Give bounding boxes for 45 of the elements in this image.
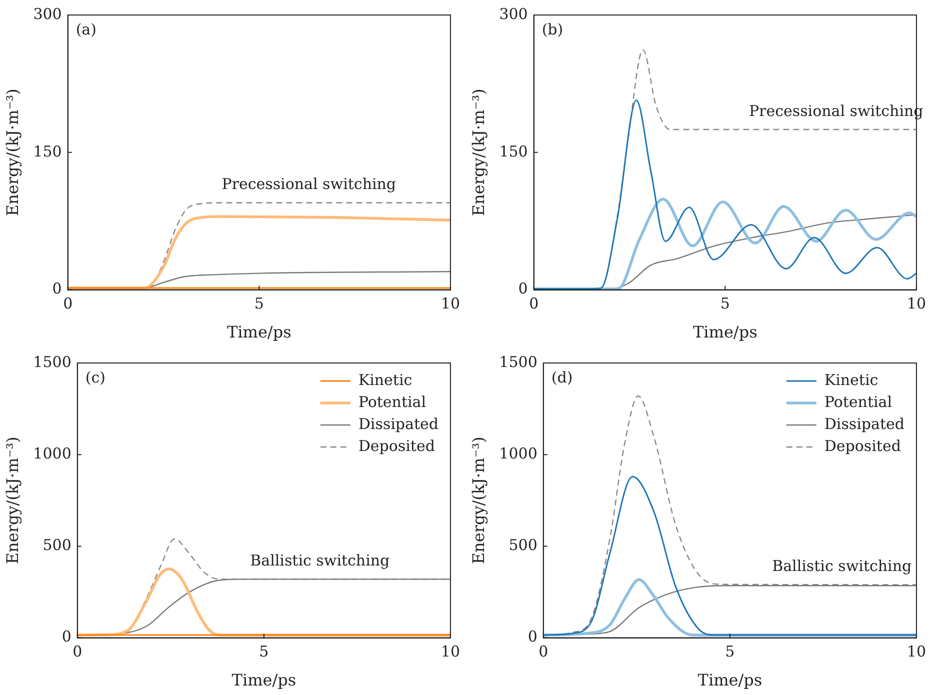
y-tick-label: 500 — [508, 536, 538, 554]
annotation: (d) — [551, 368, 573, 386]
legend-label: Deposited — [824, 436, 902, 454]
y-tick-label: 150 — [33, 142, 62, 160]
x-tick-label: 10 — [906, 294, 926, 313]
legend-label: Kinetic — [824, 370, 878, 388]
x-tick-label: 10 — [440, 642, 460, 660]
y-tick-label: 1000 — [33, 444, 72, 462]
x-axis-title: Time/ps — [227, 322, 292, 342]
y-tick-label: 0 — [528, 627, 538, 646]
legend-label: Potential — [824, 392, 892, 410]
y-axis-title: Energy/(kJ·m⁻³) — [468, 88, 488, 216]
legend-label: Deposited — [358, 436, 436, 454]
legend-label: Dissipated — [824, 414, 905, 432]
y-tick-label: 1000 — [499, 444, 538, 462]
y-tick-label: 0 — [518, 280, 528, 298]
x-axis-title: Time/ps — [232, 670, 296, 690]
annotation: Precessional switching — [222, 175, 396, 194]
x-tick-label: 5 — [254, 294, 264, 313]
x-tick-label: 5 — [259, 642, 269, 660]
x-axis-title: Time/ps — [693, 322, 758, 342]
annotation: (c) — [85, 368, 106, 386]
y-tick-label: 0 — [52, 280, 62, 298]
annotation: Ballistic switching — [250, 551, 390, 570]
x-tick-label: 10 — [440, 294, 460, 313]
y-tick-label: 300 — [499, 4, 528, 23]
x-tick-label: 10 — [906, 642, 926, 660]
annotation: Ballistic switching — [772, 556, 912, 575]
y-axis-title: Energy/(kJ·m⁻³) — [2, 436, 22, 564]
annotation: (b) — [542, 20, 564, 38]
x-tick-label: 5 — [725, 642, 735, 660]
legend-label: Kinetic — [358, 370, 412, 388]
y-tick-label: 0 — [62, 627, 72, 646]
x-tick-label: 5 — [720, 294, 730, 313]
y-tick-label: 150 — [499, 142, 528, 160]
legend-label: Dissipated — [358, 414, 439, 432]
y-tick-label: 300 — [33, 4, 62, 23]
y-tick-label: 1500 — [33, 352, 72, 370]
y-axis-title: Energy/(kJ·m⁻³) — [468, 436, 488, 564]
annotation: (a) — [76, 20, 96, 38]
x-axis-title: Time/ps — [698, 670, 762, 690]
y-axis-title: Energy/(kJ·m⁻³) — [2, 88, 22, 216]
y-tick-label: 1500 — [499, 352, 538, 370]
y-tick-label: 500 — [42, 536, 72, 554]
legend-label: Potential — [358, 392, 426, 410]
